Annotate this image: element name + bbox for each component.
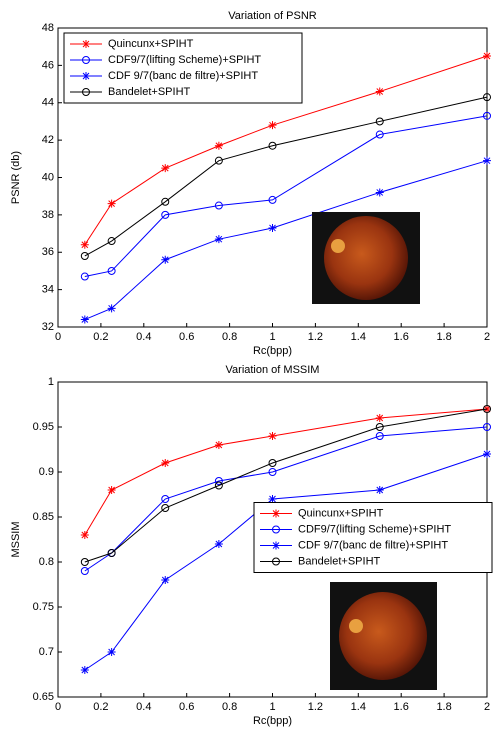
star-marker <box>269 495 277 503</box>
star-marker <box>161 256 169 264</box>
star-marker <box>215 540 223 548</box>
y-tick-label: 34 <box>42 284 54 296</box>
y-tick-label: 46 <box>42 59 54 71</box>
y-tick-label: 1 <box>48 376 54 388</box>
legend-label: CDF9/7(lifting Scheme)+SPIHT <box>298 523 451 535</box>
x-tick-label: 1.2 <box>308 701 323 713</box>
x-axis-label: Rc(bpp) <box>253 345 292 357</box>
star-marker <box>215 441 223 449</box>
y-tick-label: 0.8 <box>39 556 54 568</box>
y-axis-label: MSSIM <box>10 521 22 557</box>
star-marker <box>269 432 277 440</box>
y-tick-label: 42 <box>42 134 54 146</box>
legend-label: CDF9/7(lifting Scheme)+SPIHT <box>108 54 261 66</box>
legend-label: Bandelet+SPIHT <box>298 555 381 567</box>
star-marker <box>215 142 223 150</box>
star-marker <box>483 450 491 458</box>
y-tick-label: 0.75 <box>33 601 54 613</box>
figure: Variation of PSNR Rc(bpp) PSNR (db) 0 0.2 0.4… <box>0 0 494 727</box>
x-tick-label: 0 <box>55 701 61 713</box>
legend-label: CDF 9/7(banc de filtre)+SPIHT <box>298 539 448 551</box>
x-tick-label: 2 <box>484 701 490 713</box>
x-axis-label: Rc(bpp) <box>253 715 292 727</box>
y-tick-label: 0.95 <box>33 421 54 433</box>
x-tick-label: 0.4 <box>136 701 151 713</box>
page: {"chart_data": [ {"type": "line", "title… <box>0 0 494 732</box>
star-marker <box>161 459 169 467</box>
x-tick-label: 0.6 <box>179 331 194 343</box>
y-tick-label: 32 <box>42 321 54 333</box>
x-tick-label: 1.4 <box>351 331 366 343</box>
star-marker <box>376 88 384 96</box>
y-tick-label: 0.85 <box>33 511 54 523</box>
y-tick-label: 36 <box>42 246 54 258</box>
star-marker <box>108 200 116 208</box>
chart-title: Variation of PSNR <box>228 10 317 22</box>
y-tick-label: 38 <box>42 209 54 221</box>
x-tick-label: 0.8 <box>222 701 237 713</box>
x-tick-label: 1 <box>269 701 275 713</box>
star-marker <box>483 157 491 165</box>
y-tick-label: 0.9 <box>39 466 54 478</box>
x-tick-label: 2 <box>484 331 490 343</box>
legend-label: Quincunx+SPIHT <box>298 507 384 519</box>
star-marker <box>108 648 116 656</box>
legend-label: CDF 9/7(banc de filtre)+SPIHT <box>108 70 258 82</box>
star-marker <box>81 666 89 674</box>
y-tick-label: 48 <box>42 22 54 34</box>
y-tick-label: 0.65 <box>33 691 54 703</box>
star-marker <box>272 542 280 550</box>
star-marker <box>376 188 384 196</box>
x-tick-label: 1.6 <box>394 331 409 343</box>
y-tick-label: 0.7 <box>39 646 54 658</box>
chart-title: Variation of MSSIM <box>226 364 320 376</box>
x-tick-label: 0.8 <box>222 331 237 343</box>
x-tick-label: 1.8 <box>436 701 451 713</box>
y-tick-label: 44 <box>42 97 54 109</box>
star-marker <box>272 510 280 518</box>
x-tick-label: 0 <box>55 331 61 343</box>
star-marker <box>108 486 116 494</box>
x-tick-label: 1.2 <box>308 331 323 343</box>
star-marker <box>161 164 169 172</box>
star-marker <box>81 241 89 249</box>
star-marker <box>82 72 90 80</box>
legend-label: Bandelet+SPIHT <box>108 86 191 98</box>
x-tick-label: 0.2 <box>93 331 108 343</box>
x-tick-label: 1.4 <box>351 701 366 713</box>
star-marker <box>269 121 277 129</box>
x-tick-label: 0.4 <box>136 331 151 343</box>
x-tick-label: 1.8 <box>436 331 451 343</box>
star-marker <box>483 52 491 60</box>
star-marker <box>161 576 169 584</box>
star-marker <box>376 414 384 422</box>
star-marker <box>376 486 384 494</box>
y-axis-label: PSNR (db) <box>10 151 22 204</box>
star-marker <box>81 316 89 324</box>
y-tick-label: 40 <box>42 171 54 183</box>
x-tick-label: 1.6 <box>394 701 409 713</box>
x-tick-label: 0.2 <box>93 701 108 713</box>
star-marker <box>215 235 223 243</box>
star-marker <box>82 40 90 48</box>
x-tick-label: 0.6 <box>179 701 194 713</box>
star-marker <box>108 304 116 312</box>
x-tick-label: 1 <box>269 331 275 343</box>
star-marker <box>81 531 89 539</box>
legend-label: Quincunx+SPIHT <box>108 38 194 50</box>
star-marker <box>269 224 277 232</box>
